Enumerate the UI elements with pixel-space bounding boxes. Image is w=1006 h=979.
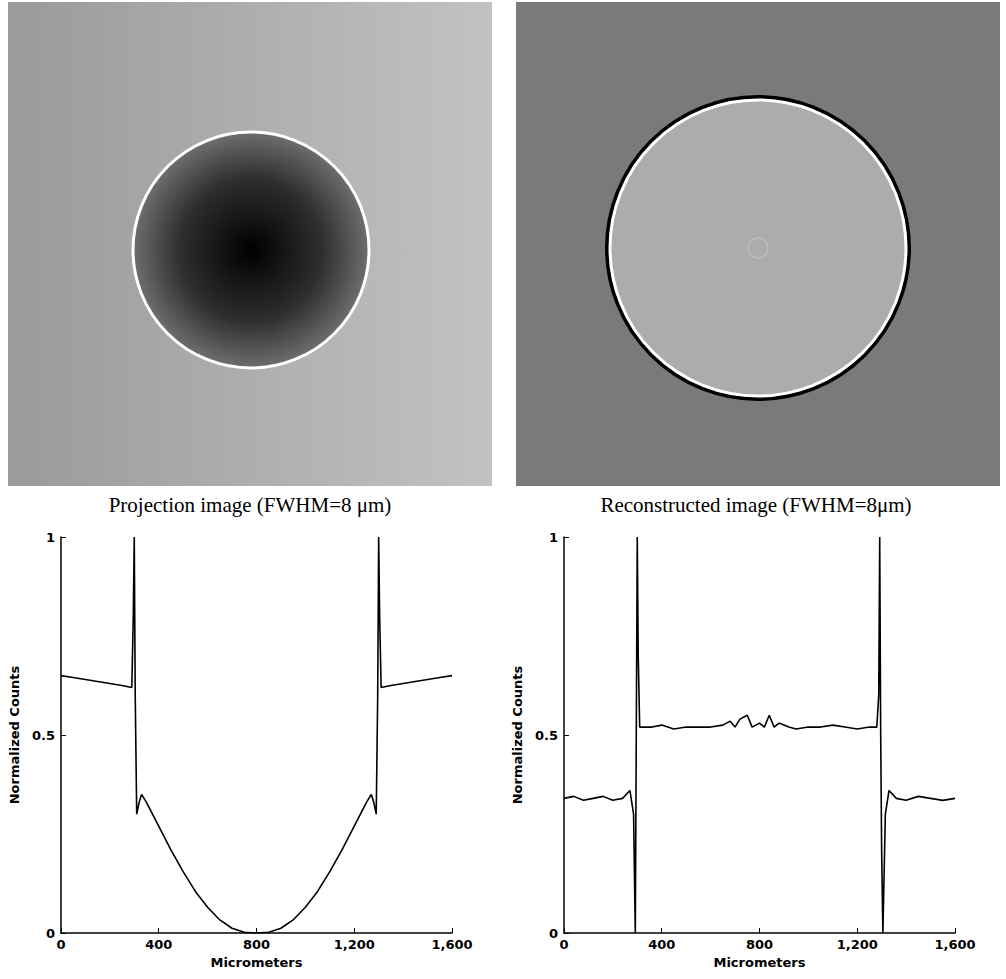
svg-text:Normalized Counts: Normalized Counts bbox=[7, 665, 22, 804]
svg-text:1,200: 1,200 bbox=[334, 937, 375, 952]
svg-text:0: 0 bbox=[559, 937, 568, 952]
html-text:Reconstructed image (FWHM=8μm): Reconstructed image (FWHM=8μm) bbox=[600, 493, 912, 517]
svg-text:1,600: 1,600 bbox=[431, 937, 472, 952]
svg-text:1: 1 bbox=[549, 530, 558, 545]
svg-text:800: 800 bbox=[243, 937, 270, 952]
svg-text:0: 0 bbox=[549, 926, 558, 941]
svg-text:800: 800 bbox=[746, 937, 773, 952]
svg-text:1,200: 1,200 bbox=[837, 937, 878, 952]
svg-text:0: 0 bbox=[46, 926, 55, 941]
html-text:Projection image (FWHM=8 μm): Projection image (FWHM=8 μm) bbox=[108, 493, 392, 517]
svg-text:0.5: 0.5 bbox=[32, 728, 55, 743]
svg-text:Micrometers: Micrometers bbox=[713, 955, 805, 970]
svg-text:1: 1 bbox=[46, 530, 55, 545]
svg-text:1,600: 1,600 bbox=[934, 937, 975, 952]
svg-text:400: 400 bbox=[648, 937, 675, 952]
svg-text:Micrometers: Micrometers bbox=[210, 955, 302, 970]
svg-text:0: 0 bbox=[56, 937, 65, 952]
svg-text:400: 400 bbox=[145, 937, 172, 952]
svg-text:0.5: 0.5 bbox=[535, 728, 558, 743]
svg-text:Normalized Counts: Normalized Counts bbox=[510, 665, 525, 804]
